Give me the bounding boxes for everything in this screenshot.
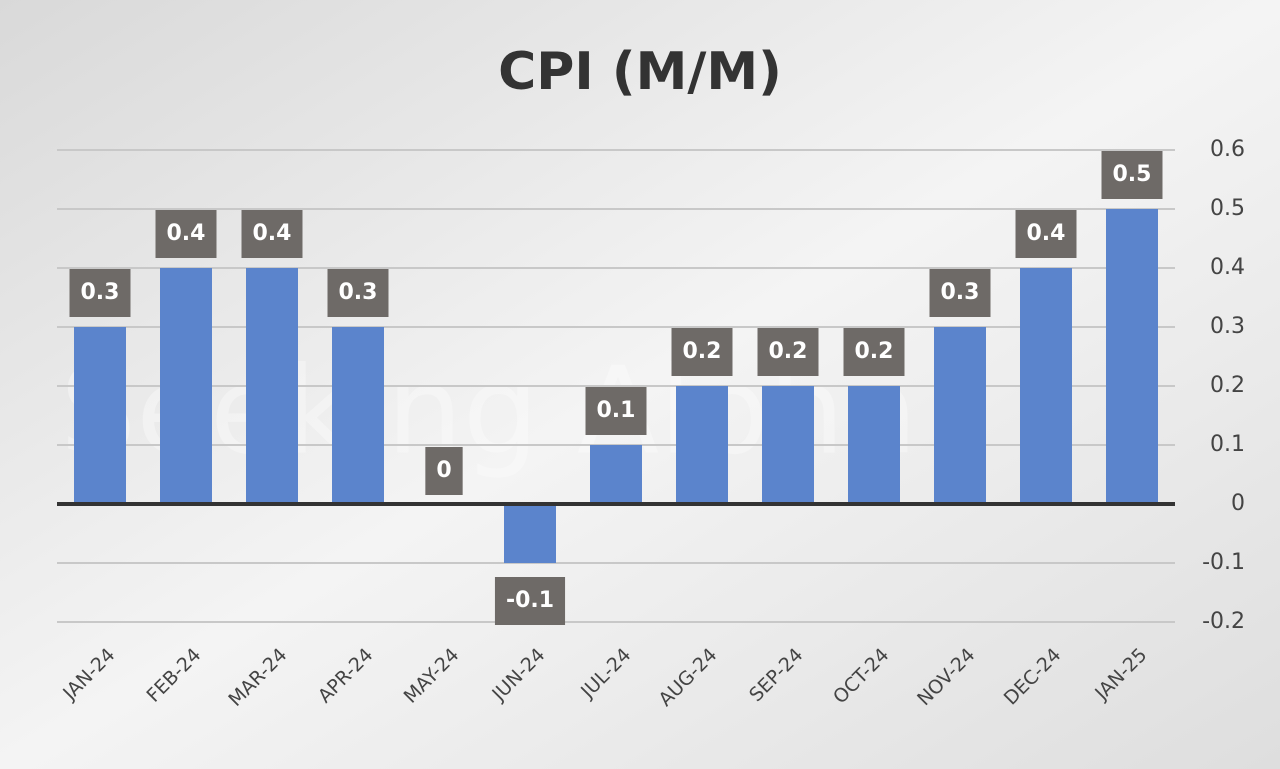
bar bbox=[848, 386, 900, 504]
data-label-box bbox=[327, 269, 389, 317]
y-tick-label: -0.1 bbox=[1202, 550, 1245, 575]
chart-title: CPI (M/M) bbox=[498, 42, 782, 102]
y-tick-label: 0.3 bbox=[1210, 314, 1245, 339]
data-label-box bbox=[425, 447, 463, 495]
bar bbox=[1020, 268, 1072, 504]
data-label-box bbox=[494, 577, 566, 625]
data-label-box bbox=[155, 210, 217, 258]
bar bbox=[590, 445, 642, 504]
data-label: 0.2 bbox=[855, 339, 894, 364]
y-tick-label: 0.4 bbox=[1210, 255, 1245, 280]
data-label: 0.3 bbox=[339, 280, 378, 305]
data-label: 0.4 bbox=[253, 221, 292, 246]
data-label-box bbox=[671, 328, 733, 376]
data-label: 0.4 bbox=[1027, 221, 1066, 246]
bar bbox=[1106, 209, 1158, 504]
y-tick-label: 0.2 bbox=[1210, 373, 1245, 398]
data-label-box bbox=[757, 328, 819, 376]
y-tick-label: 0.6 bbox=[1210, 137, 1245, 162]
data-label-box bbox=[69, 269, 131, 317]
data-label: 0.3 bbox=[81, 280, 120, 305]
data-label-box bbox=[241, 210, 303, 258]
data-label-box bbox=[929, 269, 991, 317]
data-label: -0.1 bbox=[506, 588, 554, 613]
bar bbox=[160, 268, 212, 504]
data-label: 0.1 bbox=[597, 398, 636, 423]
bar bbox=[246, 268, 298, 504]
data-label: 0.5 bbox=[1113, 162, 1152, 187]
data-label: 0.2 bbox=[769, 339, 808, 364]
data-label: 0.2 bbox=[683, 339, 722, 364]
data-label: 0.4 bbox=[167, 221, 206, 246]
bar bbox=[934, 327, 986, 504]
bar bbox=[74, 327, 126, 504]
bar bbox=[762, 386, 814, 504]
data-label: 0 bbox=[436, 458, 451, 483]
data-label: 0.3 bbox=[941, 280, 980, 305]
y-tick-label: 0.1 bbox=[1210, 432, 1245, 457]
bar bbox=[332, 327, 384, 504]
bar bbox=[504, 504, 556, 563]
data-label-box bbox=[843, 328, 905, 376]
bar bbox=[676, 386, 728, 504]
y-tick-label: 0 bbox=[1231, 491, 1245, 516]
y-tick-label: -0.2 bbox=[1202, 609, 1245, 634]
data-label-box bbox=[1015, 210, 1077, 258]
y-tick-label: 0.5 bbox=[1210, 196, 1245, 221]
data-label-box bbox=[1101, 151, 1163, 199]
data-label-box bbox=[585, 387, 647, 435]
